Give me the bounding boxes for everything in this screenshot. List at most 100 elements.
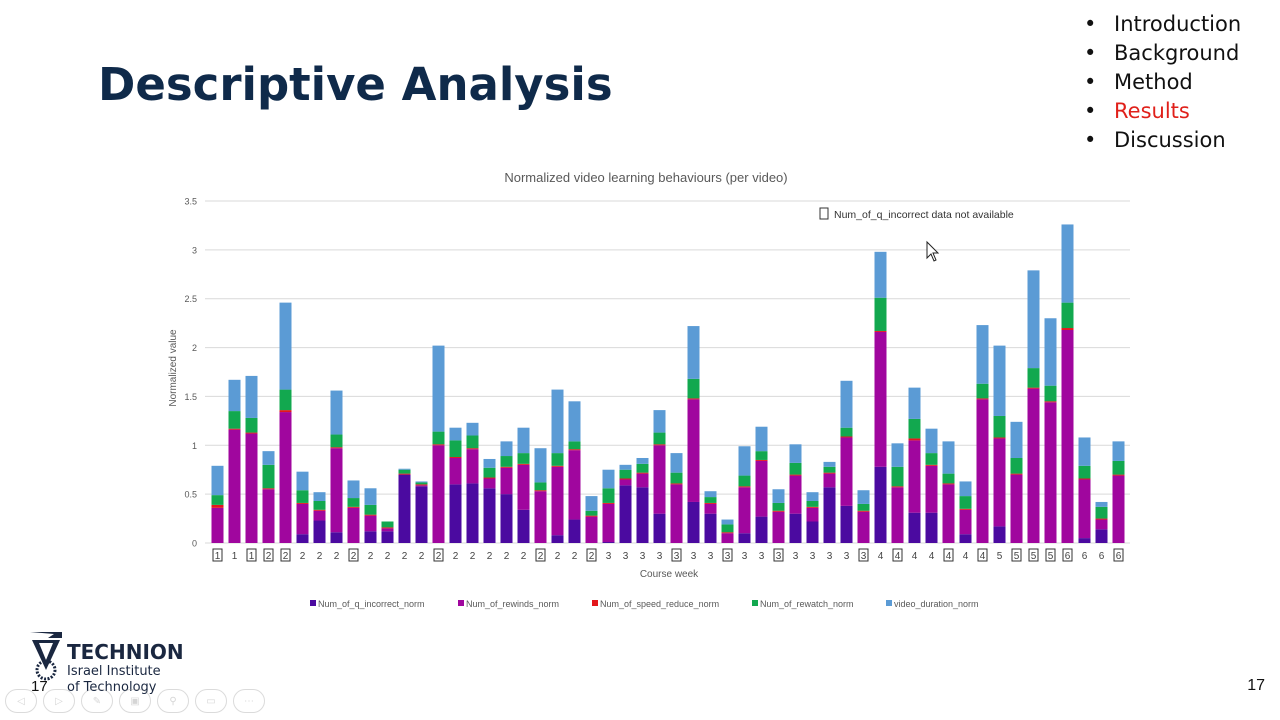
bar-segment-num-of-q-incorrect-norm <box>381 531 394 543</box>
nav-item-results[interactable]: • Results <box>1084 97 1241 126</box>
no-data-box-icon <box>773 548 784 562</box>
bar-segment-num-of-rewinds-norm <box>551 466 564 536</box>
x-tick-label: 2 <box>283 551 289 562</box>
bar-segment-num-of-q-incorrect-norm <box>568 519 581 543</box>
more-icon[interactable]: ⋯ <box>233 689 265 713</box>
legend-label: Num_of_speed_reduce_norm <box>600 599 719 609</box>
bar-segment-num-of-rewatch-norm <box>602 488 615 503</box>
bar-segment-num-of-rewatch-norm <box>1027 368 1040 388</box>
bar-segment-video-duration-norm <box>313 492 326 501</box>
bar-segment-num-of-q-incorrect-norm <box>755 516 768 543</box>
no-data-box-icon <box>892 548 903 562</box>
no-data-box-icon <box>977 548 988 562</box>
bar-segment-video-duration-norm <box>364 488 377 505</box>
no-data-box-icon <box>348 548 359 562</box>
bar-segment-video-duration-norm <box>1061 224 1074 303</box>
bar-segment-num-of-speed-reduce-norm <box>1010 473 1023 475</box>
x-tick-label: 4 <box>895 551 901 562</box>
previous-icon[interactable]: ◁ <box>5 689 37 713</box>
bar-segment-num-of-rewinds-norm <box>670 484 683 543</box>
x-tick-label: 3 <box>708 551 714 562</box>
bar-segment-num-of-rewinds-norm <box>381 528 394 532</box>
bar-segment-video-duration-norm <box>789 444 802 463</box>
x-tick-label: 2 <box>317 551 323 562</box>
nav-item-discussion[interactable]: • Discussion <box>1084 126 1241 155</box>
bar-segment-num-of-rewinds-norm <box>874 331 887 467</box>
bar-segment-num-of-rewatch-norm <box>432 431 445 445</box>
bullet: • <box>1084 99 1097 123</box>
x-tick-label: 2 <box>351 551 357 562</box>
subtitles-icon[interactable]: ▭ <box>195 689 227 713</box>
bar-segment-num-of-speed-reduce-norm <box>1112 474 1125 476</box>
bar-segment-num-of-rewatch-norm <box>313 500 326 510</box>
bar-segment-num-of-rewatch-norm <box>1010 457 1023 474</box>
bar-segment-num-of-speed-reduce-norm <box>636 472 649 474</box>
mouse-cursor-icon <box>926 240 940 262</box>
bar-segment-num-of-rewinds-norm <box>1044 402 1057 543</box>
logo-name: TECHNION <box>67 640 184 664</box>
bar-segment-num-of-rewinds-norm <box>959 509 972 535</box>
nav-item-background[interactable]: • Background <box>1084 39 1241 68</box>
bar-segment-num-of-speed-reduce-norm <box>840 436 853 438</box>
nav-item-introduction[interactable]: • Introduction <box>1084 10 1241 39</box>
bar-segment-num-of-rewinds-norm <box>908 440 921 513</box>
slides-icon[interactable]: ▣ <box>119 689 151 713</box>
bar-segment-video-duration-norm <box>976 325 989 384</box>
x-tick-label: 3 <box>827 551 833 562</box>
bar-segment-num-of-rewinds-norm <box>840 437 853 506</box>
bar-segment-num-of-speed-reduce-norm <box>721 532 734 534</box>
legend-swatch <box>310 600 316 606</box>
bar-segment-num-of-rewinds-norm <box>993 438 1006 527</box>
bar-segment-video-duration-norm <box>1112 441 1125 461</box>
bar-segment-num-of-rewatch-norm <box>1061 302 1074 329</box>
bar-segment-num-of-rewatch-norm <box>925 453 938 465</box>
bar-segment-num-of-rewinds-norm <box>976 399 989 543</box>
y-tick-label: 0.5 <box>184 490 197 500</box>
bar-segment-num-of-speed-reduce-norm <box>415 484 428 486</box>
bar-segment-num-of-q-incorrect-norm <box>466 483 479 543</box>
bar-segment-num-of-q-incorrect-norm <box>874 466 887 543</box>
bar-segment-num-of-speed-reduce-norm <box>976 398 989 400</box>
bar-segment-num-of-q-incorrect-norm <box>449 484 462 543</box>
x-tick-label: 1 <box>215 551 221 562</box>
x-tick-label: 2 <box>470 551 476 562</box>
x-tick-label: 4 <box>878 551 884 562</box>
bar-segment-num-of-speed-reduce-norm <box>381 527 394 529</box>
bar-segment-num-of-speed-reduce-norm <box>1095 518 1108 520</box>
bar-segment-num-of-speed-reduce-norm <box>245 432 258 434</box>
bar-segment-num-of-speed-reduce-norm <box>296 502 309 504</box>
bar-segment-num-of-rewinds-norm <box>296 503 309 535</box>
pen-icon[interactable]: ✎ <box>81 689 113 713</box>
bar-segment-video-duration-norm <box>840 380 853 428</box>
x-tick-label: 2 <box>436 551 442 562</box>
bar-segment-num-of-rewinds-norm <box>789 475 802 514</box>
bar-segment-num-of-speed-reduce-norm <box>925 464 938 466</box>
bar-segment-num-of-rewinds-norm <box>891 487 904 543</box>
bar-segment-num-of-q-incorrect-norm <box>398 474 411 543</box>
bar-segment-num-of-rewinds-norm <box>228 429 241 543</box>
bar-segment-num-of-speed-reduce-norm <box>942 483 955 485</box>
bar-segment-num-of-rewinds-norm <box>1112 475 1125 543</box>
nav-item-method[interactable]: • Method <box>1084 68 1241 97</box>
bar-segment-num-of-rewinds-norm <box>347 507 360 543</box>
bar-segment-num-of-rewatch-norm <box>789 462 802 475</box>
no-data-box-icon <box>671 548 682 562</box>
x-tick-label: 3 <box>623 551 629 562</box>
bar-segment-video-duration-norm <box>279 302 292 390</box>
bar-segment-num-of-rewinds-norm <box>925 465 938 513</box>
bar-segment-num-of-rewatch-norm <box>279 389 292 411</box>
y-tick-label: 1.5 <box>184 392 197 402</box>
bar-segment-num-of-rewatch-norm <box>772 502 785 511</box>
slide-title: Descriptive Analysis <box>98 58 613 111</box>
next-icon[interactable]: ▷ <box>43 689 75 713</box>
presentation-controls: ◁ ▷ ✎ ▣ ⚲ ▭ ⋯ <box>5 689 265 713</box>
annotation-box-icon <box>819 207 829 220</box>
bar-segment-num-of-speed-reduce-norm <box>262 488 275 490</box>
x-tick-label: 5 <box>997 551 1003 562</box>
bar-segment-num-of-rewinds-norm <box>415 485 428 487</box>
bar-segment-num-of-q-incorrect-norm <box>823 487 836 543</box>
zoom-icon[interactable]: ⚲ <box>157 689 189 713</box>
bar-segment-num-of-speed-reduce-norm <box>670 483 683 485</box>
bar-segment-num-of-rewatch-norm <box>364 504 377 515</box>
